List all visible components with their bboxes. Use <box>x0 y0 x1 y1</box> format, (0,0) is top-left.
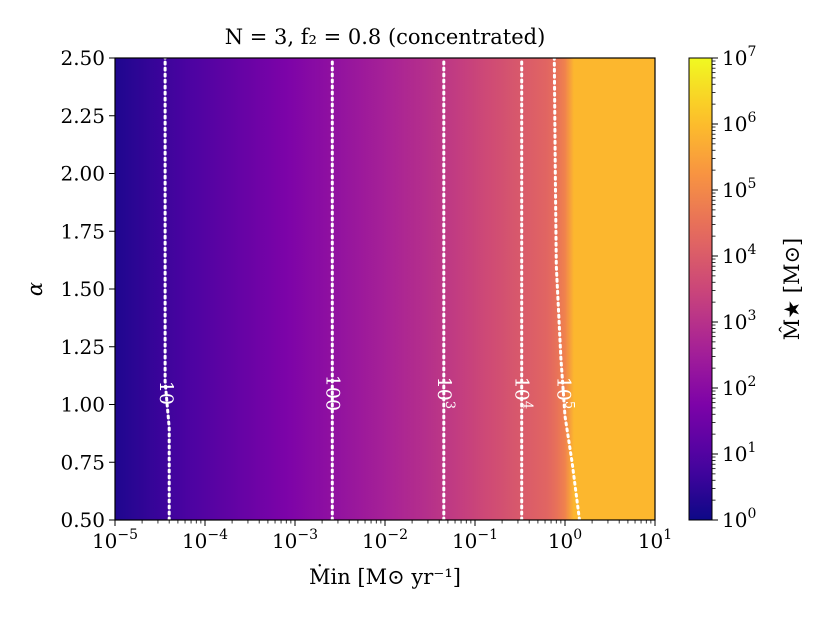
colorbar-tick-label: 101 <box>722 440 756 466</box>
colorbar-tick-label: 103 <box>722 308 756 334</box>
colorbar-tick-label: 102 <box>722 374 756 400</box>
y-axis: 0.50 0.75 1.00 1.25 1.50 1.75 2.00 2.25 2.50 <box>60 46 115 532</box>
contour-label-text-100000: 105 <box>552 377 576 409</box>
x-tick-label: 10−3 <box>272 527 318 553</box>
x-tick-label: 10−5 <box>92 527 138 553</box>
chart-title: N = 3, f₂ = 0.8 (concentrated) <box>225 25 546 49</box>
y-tick-label: 1.00 <box>60 393 105 417</box>
x-tick-label: 10−4 <box>182 527 228 553</box>
contour-label-text-1000: 103 <box>433 377 457 409</box>
colorbar-tick-label: 107 <box>722 44 756 70</box>
colorbar-tick-label: 106 <box>722 110 756 136</box>
contour-labels: 10 100 103 104 105 <box>155 375 576 411</box>
x-axis-label: Ṁin [M⊙ yr⁻¹] <box>309 565 461 589</box>
x-tick-label: 101 <box>638 527 672 553</box>
colorbar-label: M̂★ [M⊙] <box>780 238 804 341</box>
y-tick-label: 0.75 <box>60 450 105 474</box>
colorbar-tick-label: 104 <box>722 242 756 268</box>
contour-label-10: 10 <box>155 381 177 405</box>
contour-line-100000 <box>552 56 581 522</box>
colorbar-fill <box>688 57 713 521</box>
colorbar-tick-label: 100 <box>722 506 756 532</box>
colorbar: 100 101 102 103 104 105 106 107 <box>688 44 756 532</box>
y-tick-label: 1.25 <box>60 335 105 359</box>
contour-label-10000: 104 <box>511 377 535 409</box>
x-axis: 10−5 10−4 10−3 10−2 10−1 100 101 <box>92 520 672 553</box>
y-tick-label: 1.75 <box>60 219 105 243</box>
y-tick-label: 2.00 <box>60 162 105 186</box>
y-axis-label: α <box>23 282 47 296</box>
contour-label-text-100: 100 <box>321 375 343 411</box>
contour-label-100: 100 <box>321 375 343 411</box>
y-tick-label: 2.25 <box>60 104 105 128</box>
contour-line-10 <box>163 56 171 522</box>
colorbar-ticks: 100 101 102 103 104 105 106 107 <box>712 44 756 532</box>
x-tick-label: 10−2 <box>362 527 408 553</box>
y-tick-label: 2.50 <box>60 46 105 70</box>
contour-lines <box>163 56 581 522</box>
y-tick-label: 0.50 <box>60 508 105 532</box>
heatmap-field <box>115 58 655 520</box>
x-tick-label: 100 <box>548 527 582 553</box>
contour-label-100000: 105 <box>552 377 576 409</box>
y-tick-label: 1.50 <box>60 277 105 301</box>
contour-label-1000: 103 <box>433 377 457 409</box>
contour-label-text-10000: 104 <box>511 377 535 409</box>
plot-area: 10 100 103 104 105 <box>114 56 656 522</box>
colorbar-tick-label: 105 <box>722 176 756 202</box>
contour-label-text-10: 10 <box>155 381 177 405</box>
x-tick-label: 10−1 <box>452 527 498 553</box>
